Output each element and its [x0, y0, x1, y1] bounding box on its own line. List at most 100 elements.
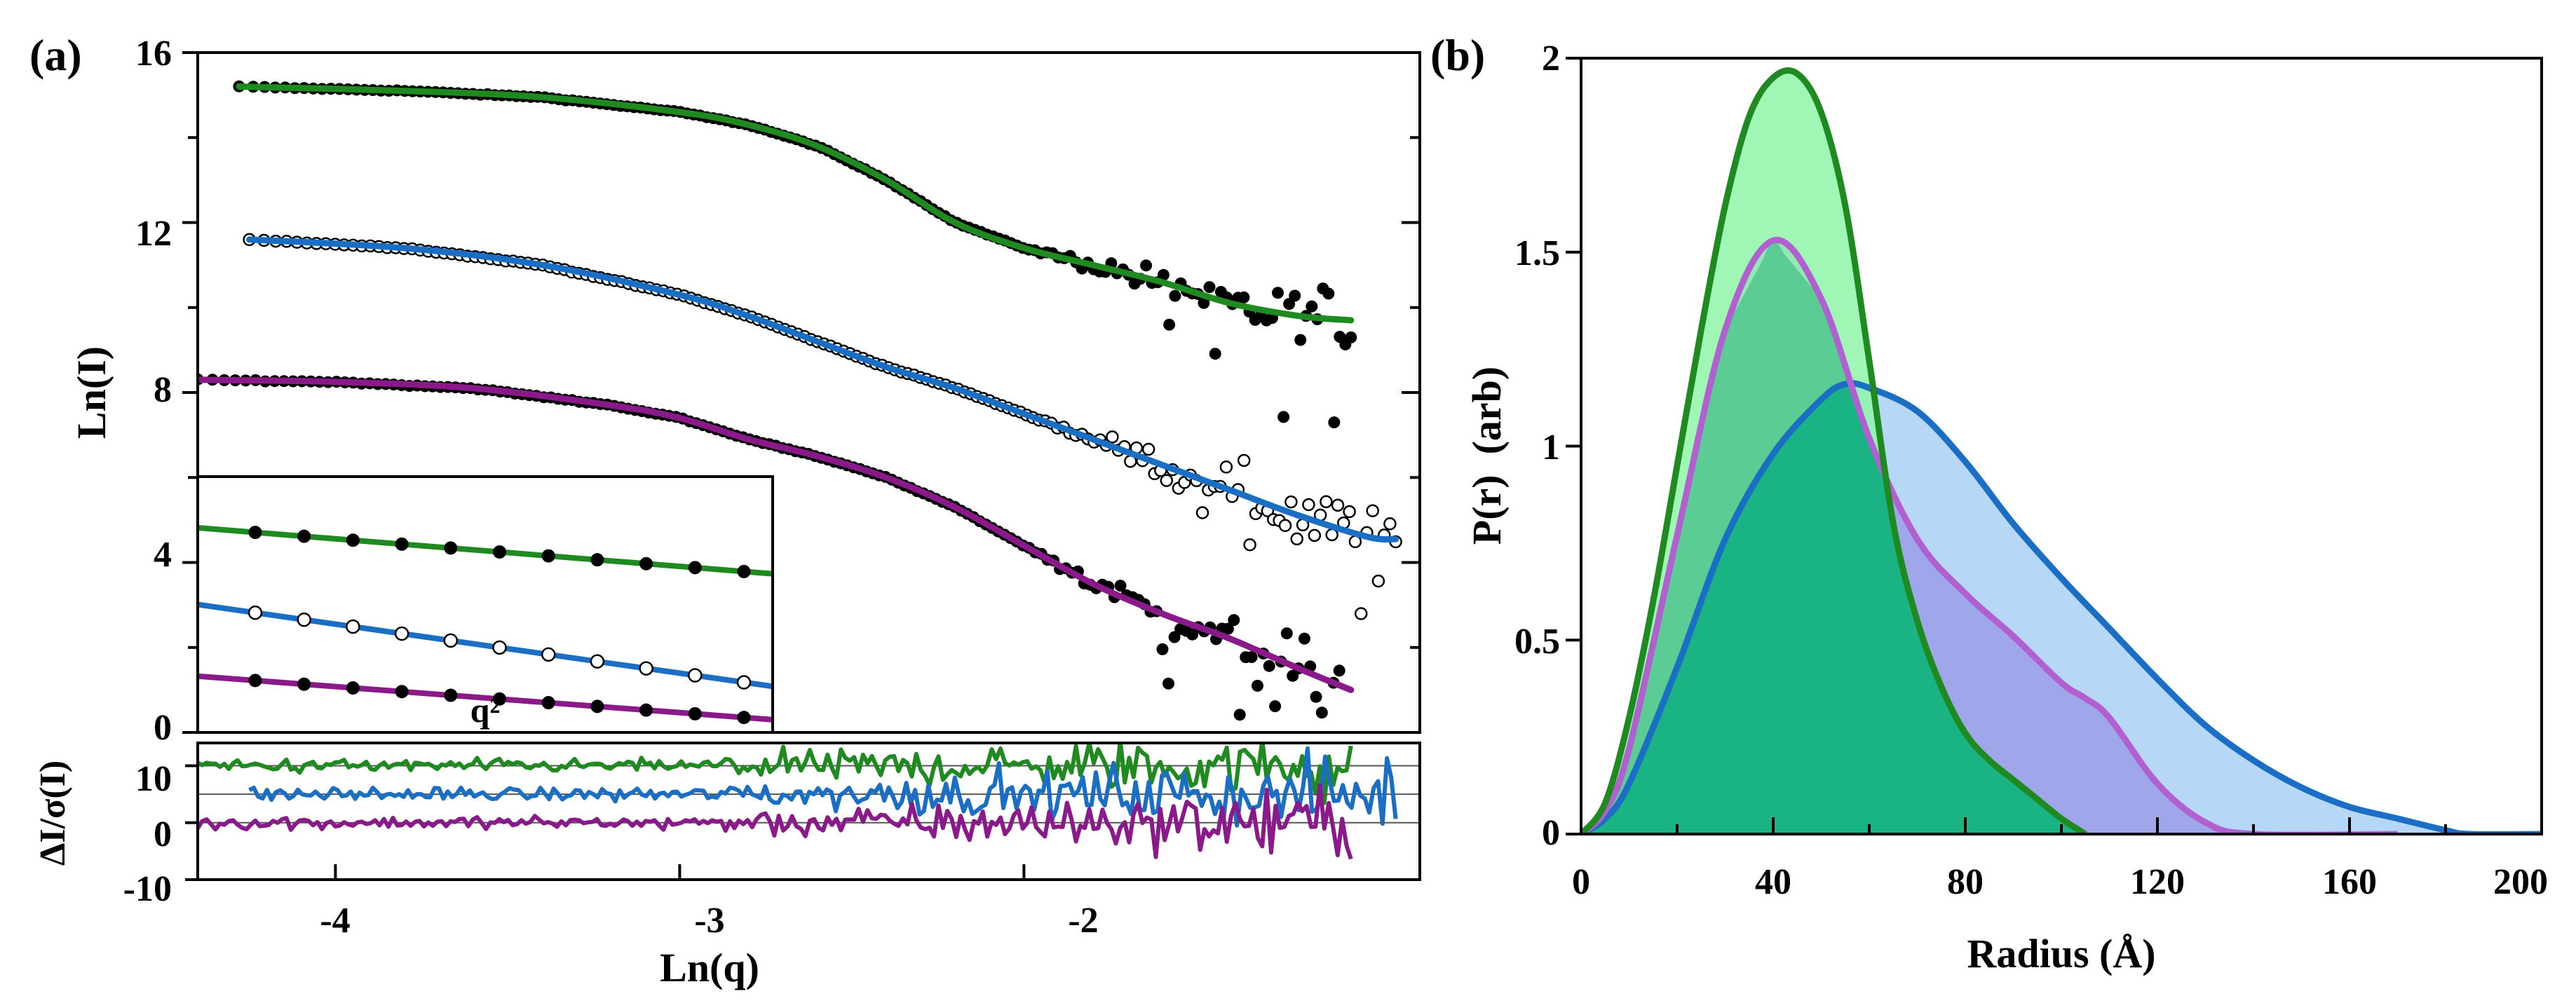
panel-a-ytick-8: 8 [154, 370, 172, 410]
panel-a-main-ticks [182, 51, 1420, 734]
curve-purple [1581, 236, 2398, 834]
data-point [1277, 411, 1290, 423]
data-point [1140, 259, 1153, 272]
data-point [1366, 504, 1379, 517]
fit-curve-blue [246, 236, 1399, 543]
panel-a-residuals: 10 0 -10 ΔI/σ(I) -4 -3 -2 Ln(q) [33, 742, 1421, 990]
panel-b-tag: (b) [1430, 30, 1485, 80]
inset-point [443, 633, 459, 648]
data-point [1163, 318, 1176, 331]
panel-a-inset-marks [198, 525, 773, 725]
inset-point [493, 692, 506, 706]
panel-a-ytick-0: 0 [154, 708, 172, 748]
data-point [1141, 442, 1155, 456]
panel-b-ytick-1-5: 1.5 [1514, 233, 1560, 273]
data-point [1203, 281, 1216, 294]
data-point [1320, 495, 1333, 509]
inset-point [248, 605, 263, 620]
data-point [1272, 287, 1284, 299]
panel-b-xtick-80: 80 [1947, 862, 1984, 902]
data-point [1322, 287, 1335, 300]
data-point [1157, 268, 1170, 281]
residual-trace-purple [198, 783, 1353, 860]
panel-a-tag: (a) [29, 30, 82, 80]
inset-point [297, 612, 311, 627]
data-point [1219, 460, 1233, 474]
data-point [1308, 528, 1322, 543]
inset-point [590, 553, 604, 567]
panel-b-xtick-40: 40 [1755, 862, 1791, 902]
inset-fit-green [198, 525, 773, 577]
overlap-area-purple-green [1581, 240, 2086, 834]
data-point [1114, 580, 1127, 592]
panel-b-xlabel: Radius (Å) [1967, 931, 2155, 976]
data-point [1289, 289, 1301, 302]
inset-point [394, 626, 409, 641]
panel-a: (a) 16 12 8 4 0 Ln(I) q² 10 0 - [29, 30, 1421, 990]
panel-a-inset: q² [196, 475, 774, 734]
inset-point [541, 549, 555, 563]
inset-point [639, 703, 653, 717]
data-point [1169, 289, 1181, 302]
data-point [1162, 677, 1174, 690]
data-point [1294, 334, 1307, 346]
panel-a-main-marks [198, 80, 1402, 721]
panel-b: (b) 2 1.5 1 0.5 0 0 40 80 120 160 200 P(… [1430, 30, 2548, 976]
panel-a-ytick-16: 16 [135, 34, 172, 74]
inset-point [639, 557, 653, 571]
data-point [1228, 614, 1240, 627]
data-point [1333, 664, 1345, 677]
inset-point [346, 619, 360, 634]
panel-a-ytick-4: 4 [154, 535, 172, 575]
panel-a-residual-ylabel: ΔI/σ(I) [33, 760, 73, 866]
data-point [1198, 296, 1210, 309]
inset-point [737, 564, 751, 578]
panel-b-ylabel: P(r) (arb) [1464, 367, 1510, 545]
data-point [1237, 453, 1251, 468]
inset-point [395, 537, 409, 551]
inset-point [248, 674, 262, 688]
fit-curve-purple [198, 376, 1355, 693]
panel-b-xtick-200: 200 [2493, 862, 2548, 902]
panel-a-residual-frame [196, 742, 1421, 881]
data-point [1328, 416, 1341, 429]
panel-a-inset-frame [196, 475, 774, 734]
data-point [1290, 532, 1303, 546]
data-point [1354, 607, 1368, 620]
fit-curve-green [236, 83, 1355, 324]
panel-b-xtick-0: 0 [1572, 862, 1590, 902]
panel-b-xtick-120: 120 [2130, 862, 2185, 902]
inset-fit-blue [198, 601, 773, 690]
data-point [1298, 632, 1310, 645]
data-point [1278, 519, 1292, 533]
panel-a-residual-ticks [185, 764, 1026, 881]
data-point [1160, 474, 1174, 487]
data-point [1245, 651, 1258, 663]
inset-point [346, 681, 360, 695]
inset-point [444, 541, 458, 555]
panel-a-xtick-minus2: -2 [1068, 901, 1098, 941]
inset-point [493, 545, 506, 559]
data-point [1343, 505, 1356, 519]
panel-b-ytick-0: 0 [1542, 813, 1560, 853]
panel-a-xtick-minus4: -4 [320, 901, 350, 941]
inset-point [590, 654, 605, 669]
data-point [1243, 538, 1256, 552]
data-point [1269, 700, 1282, 713]
panel-a-ylabel: Ln(I) [69, 346, 114, 439]
inset-point [395, 685, 409, 699]
inset-point [346, 533, 360, 547]
inset-point [688, 561, 702, 575]
panel-a-main-plot: 16 12 8 4 0 Ln(I) [69, 34, 1421, 748]
inset-fit-purple [198, 673, 773, 723]
inset-point [444, 688, 458, 702]
panel-a-residual-ytick-minus10: -10 [123, 869, 172, 909]
data-point [1263, 660, 1275, 672]
data-point [1383, 517, 1397, 531]
data-point [1310, 690, 1322, 703]
panel-a-residual-ytick-10: 10 [135, 759, 172, 799]
inset-point [639, 661, 653, 676]
panel-a-ytick-12: 12 [135, 214, 172, 254]
panel-b-ytick-2: 2 [1542, 39, 1560, 79]
